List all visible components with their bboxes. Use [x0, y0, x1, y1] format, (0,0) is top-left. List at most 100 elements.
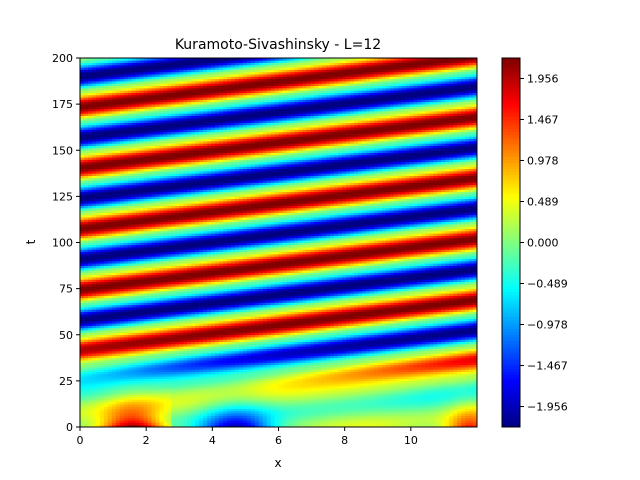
heatmap-cell — [151, 392, 156, 396]
heatmap-cell — [179, 392, 184, 396]
heatmap-cell — [385, 401, 391, 405]
heatmap-cell — [87, 406, 93, 409]
heatmap-cell — [195, 420, 200, 423]
heatmap-cell — [465, 348, 470, 352]
heatmap-cell — [294, 403, 299, 407]
heatmap-cell — [473, 394, 478, 398]
heatmap-cell — [457, 355, 462, 359]
heatmap-cell — [266, 410, 271, 414]
heatmap-cell — [167, 325, 172, 329]
heatmap-cell — [461, 350, 466, 354]
heatmap-cell — [413, 399, 418, 402]
heatmap-cell — [191, 357, 196, 361]
heatmap-cell — [421, 330, 426, 333]
heatmap-cell — [310, 410, 315, 414]
heatmap-cell — [286, 422, 291, 426]
heatmap-cell — [218, 332, 224, 336]
heatmap-cell — [405, 362, 410, 366]
heatmap-cell — [95, 330, 101, 333]
heatmap-cell — [357, 394, 363, 398]
heatmap-cell — [87, 385, 93, 389]
heatmap-cell — [91, 417, 97, 421]
heatmap-cell — [369, 415, 375, 419]
heatmap-cell — [417, 316, 422, 319]
heatmap-cell — [139, 417, 144, 421]
heatmap-cell — [211, 360, 216, 363]
heatmap-cell — [401, 392, 406, 396]
heatmap-cell — [322, 353, 327, 356]
heatmap-cell — [119, 353, 125, 356]
heatmap-cell — [230, 311, 236, 315]
heatmap-cell — [302, 403, 307, 407]
heatmap-cell — [330, 422, 335, 426]
heatmap-cell — [473, 376, 478, 379]
heatmap-cell — [425, 364, 430, 368]
heatmap-cell — [306, 399, 311, 402]
heatmap-cell — [322, 330, 327, 333]
heatmap-cell — [218, 408, 224, 412]
heatmap-cell — [226, 318, 232, 322]
heatmap-cell — [155, 355, 160, 359]
heatmap-cell — [457, 415, 462, 419]
heatmap-cell — [95, 387, 101, 391]
heatmap-cell — [266, 424, 271, 428]
heatmap-cell — [290, 357, 295, 361]
heatmap-cell — [429, 417, 434, 421]
heatmap-cell — [246, 385, 252, 389]
heatmap-cell — [353, 380, 359, 384]
heatmap-cell — [155, 380, 160, 384]
heatmap-cell — [80, 318, 85, 322]
heatmap-cell — [473, 424, 478, 428]
heatmap-cell — [445, 332, 450, 336]
heatmap-cell — [87, 390, 93, 393]
heatmap-cell — [290, 327, 295, 331]
heatmap-cell — [377, 408, 383, 412]
heatmap-cell — [338, 348, 343, 352]
heatmap-cell — [143, 330, 148, 333]
heatmap-cell — [135, 339, 140, 343]
heatmap-cell — [369, 401, 375, 405]
heatmap-cell — [246, 355, 252, 359]
heatmap-cell — [310, 323, 315, 326]
heatmap-cell — [123, 332, 128, 336]
heatmap-cell — [95, 348, 101, 352]
heatmap-cell — [218, 401, 224, 405]
heatmap-cell — [230, 357, 236, 361]
heatmap-cell — [226, 330, 232, 333]
heatmap-cell — [203, 348, 208, 352]
heatmap-cell — [139, 373, 144, 377]
heatmap-cell — [290, 367, 295, 370]
heatmap-cell — [119, 337, 125, 340]
heatmap-cell — [246, 424, 252, 428]
heatmap-cell — [258, 376, 263, 379]
heatmap-cell — [171, 408, 176, 412]
heatmap-cell — [338, 339, 343, 343]
heatmap-cell — [203, 406, 208, 409]
heatmap-cell — [163, 390, 168, 393]
heatmap-cell — [338, 401, 343, 405]
heatmap-cell — [230, 399, 236, 402]
heatmap-cell — [195, 323, 200, 326]
heatmap-cell — [469, 403, 474, 407]
heatmap-cell — [445, 318, 450, 322]
heatmap-cell — [302, 406, 307, 409]
heatmap-cell — [314, 334, 319, 338]
heatmap-cell — [131, 364, 136, 368]
heatmap-cell — [290, 313, 295, 317]
heatmap-cell — [143, 348, 148, 352]
heatmap-cell — [326, 390, 331, 393]
heatmap-cell — [266, 320, 271, 324]
heatmap-cell — [179, 311, 184, 315]
heatmap-cell — [338, 332, 343, 336]
heatmap-cell — [163, 348, 168, 352]
heatmap-cell — [469, 373, 474, 377]
heatmap-cell — [310, 362, 315, 366]
heatmap-cell — [95, 401, 101, 405]
heatmap-cell — [211, 383, 216, 386]
heatmap-cell — [334, 360, 339, 363]
heatmap-cell — [401, 337, 406, 340]
heatmap-cell — [389, 316, 394, 319]
heatmap-cell — [417, 397, 422, 400]
heatmap-cell — [91, 364, 97, 368]
heatmap-cell — [83, 385, 89, 389]
